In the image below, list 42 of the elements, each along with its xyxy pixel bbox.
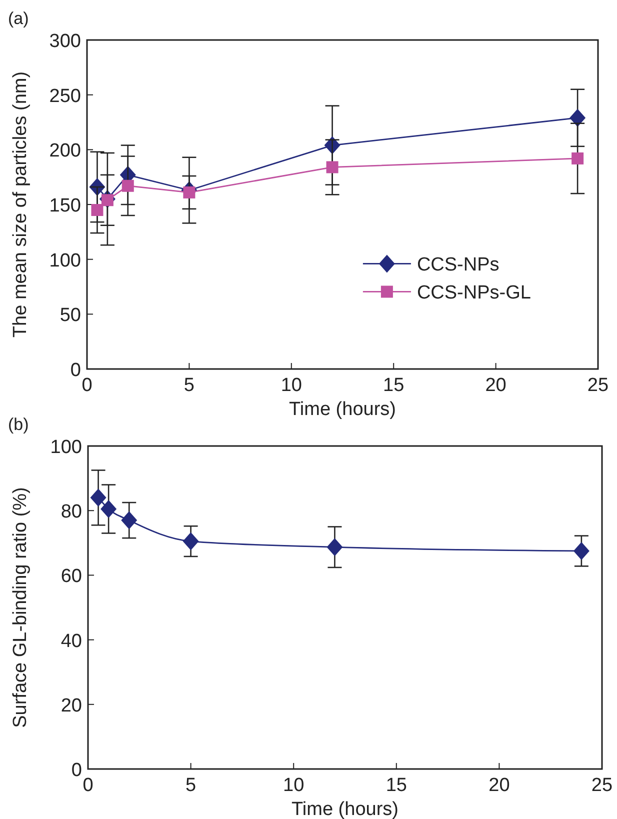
x-tick-label: 15 [383, 375, 404, 396]
legend-label: CCS-NPs [416, 254, 500, 276]
x-tick-label: 20 [488, 775, 510, 796]
point [326, 538, 343, 556]
point [121, 511, 138, 530]
point [90, 488, 106, 507]
chart-title: (a) [8, 9, 29, 28]
x-axis-title: Time (hours) [292, 799, 398, 819]
x-tick-label: 25 [587, 375, 609, 396]
y-axis-title: The mean size of particles (nm) [10, 71, 31, 338]
y-axis-title: Surface GL-binding ratio (%) [10, 487, 31, 728]
point [182, 532, 199, 550]
x-tick-label: 20 [485, 375, 506, 396]
x-tick-label: 10 [283, 775, 304, 796]
y-tick-label: 50 [60, 305, 81, 326]
legend-label: CCS-NPs-GL [416, 282, 531, 304]
point [100, 500, 117, 518]
x-tick-label: 15 [386, 775, 407, 796]
y-tick-label: 60 [60, 566, 82, 588]
y-tick-label: 200 [49, 140, 81, 162]
y-tick-label: 150 [49, 196, 81, 216]
point [91, 204, 104, 216]
y-tick-label: 300 [49, 31, 81, 52]
y-tick-label: 0 [70, 360, 81, 381]
chart-title: (b) [8, 415, 29, 434]
y-tick-label: 80 [60, 502, 82, 523]
y-tick-label: 100 [50, 437, 82, 458]
point [570, 108, 586, 127]
x-tick-label: 5 [184, 375, 194, 396]
point [326, 161, 338, 174]
y-tick-label: 100 [49, 250, 81, 272]
y-tick-label: 40 [60, 630, 82, 652]
y-tick-label: 0 [71, 760, 82, 781]
point [572, 152, 584, 164]
x-tick-label: 10 [280, 375, 302, 396]
y-tick-label: 20 [60, 695, 82, 716]
y-tick-label: 250 [49, 86, 81, 107]
x-tick-label: 5 [186, 775, 196, 796]
x-tick-label: 25 [591, 775, 613, 796]
x-axis-title: Time (hours) [289, 399, 396, 420]
point [122, 180, 134, 192]
point [573, 542, 590, 560]
